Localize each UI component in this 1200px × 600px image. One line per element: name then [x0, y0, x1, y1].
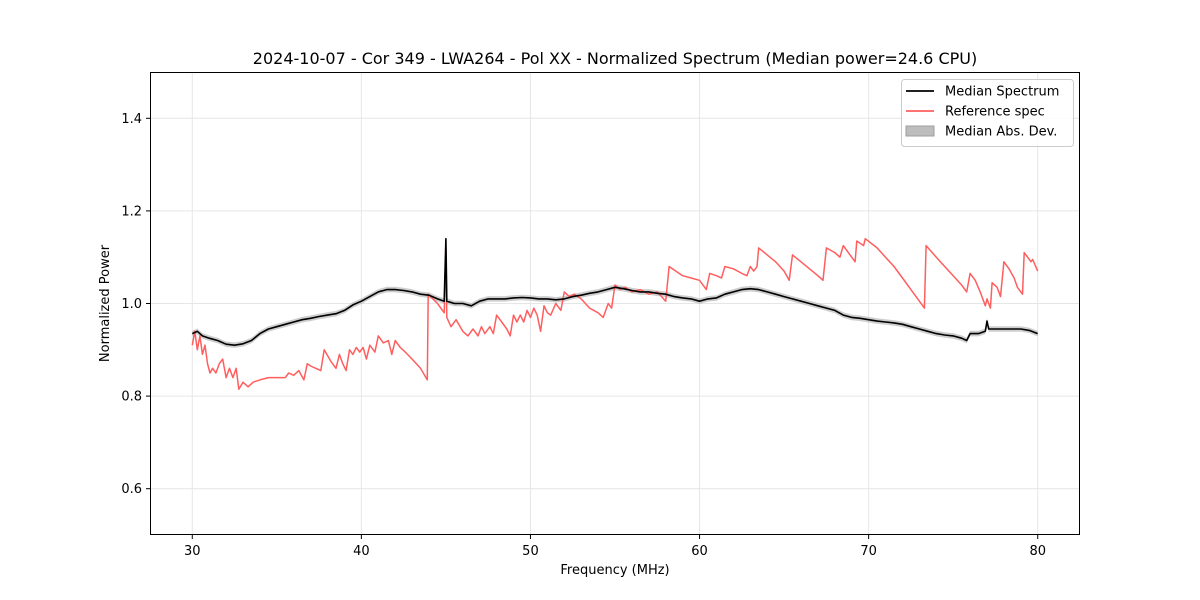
median-spectrum-line	[191, 237, 1038, 347]
chart-title: 2024-10-07 - Cor 349 - LWA264 - Pol XX -…	[253, 49, 977, 68]
y-tick-label-4: 1.4	[121, 112, 142, 127]
legend: Median Spectrum Reference spec Median Ab…	[901, 79, 1074, 147]
legend-mad-label: Median Abs. Dev.	[945, 125, 1057, 140]
plot-frame	[150, 72, 1080, 535]
x-tick-label-2: 50	[522, 544, 539, 559]
x-tick-label-0: 30	[184, 544, 201, 559]
y-tick-label-3: 1.2	[121, 204, 142, 219]
y-tick-label-0: 0.6	[121, 482, 142, 497]
reference-spec-line	[191, 237, 1039, 390]
series-layer	[191, 237, 1039, 390]
y-tick-label-2: 1.0	[121, 297, 142, 312]
y-axis-ticks: 0.6 0.8 1.0 1.2 1.4	[121, 112, 150, 497]
x-tick-label-4: 70	[860, 544, 877, 559]
x-axis-ticks: 30 40 50 60 70 80	[184, 535, 1046, 559]
x-axis-label: Frequency (MHz)	[560, 563, 669, 578]
y-axis-label: Normalized Power	[98, 244, 113, 362]
legend-box	[901, 79, 1074, 147]
legend-mad-swatch	[905, 125, 935, 137]
x-tick-label-3: 60	[691, 544, 708, 559]
x-tick-label-5: 80	[1029, 544, 1046, 559]
y-tick-label-1: 0.8	[121, 390, 142, 405]
legend-median-label: Median Spectrum	[945, 85, 1059, 100]
x-tick-label-1: 40	[353, 544, 370, 559]
legend-reference-label: Reference spec	[945, 105, 1045, 120]
